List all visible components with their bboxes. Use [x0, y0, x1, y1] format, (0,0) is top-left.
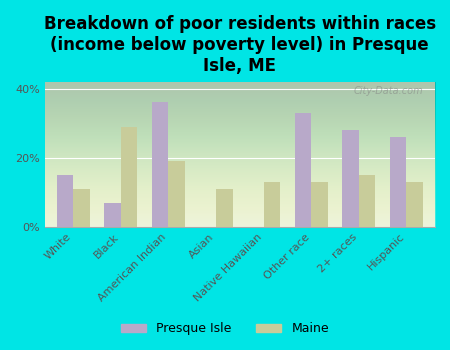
Bar — [311, 182, 328, 227]
Bar — [57, 175, 73, 227]
Bar — [121, 127, 137, 227]
Bar — [216, 189, 233, 227]
Legend: Presque Isle, Maine: Presque Isle, Maine — [116, 317, 334, 340]
Bar — [104, 203, 121, 227]
Title: Breakdown of poor residents within races
(income below poverty level) in Presque: Breakdown of poor residents within races… — [44, 15, 436, 75]
Bar — [168, 161, 185, 227]
Bar — [295, 113, 311, 227]
Text: City-Data.com: City-Data.com — [354, 86, 423, 96]
Bar — [342, 130, 359, 227]
Bar — [152, 103, 168, 227]
Bar — [73, 189, 90, 227]
Bar — [264, 182, 280, 227]
Bar — [390, 137, 406, 227]
Bar — [359, 175, 375, 227]
Bar — [406, 182, 423, 227]
